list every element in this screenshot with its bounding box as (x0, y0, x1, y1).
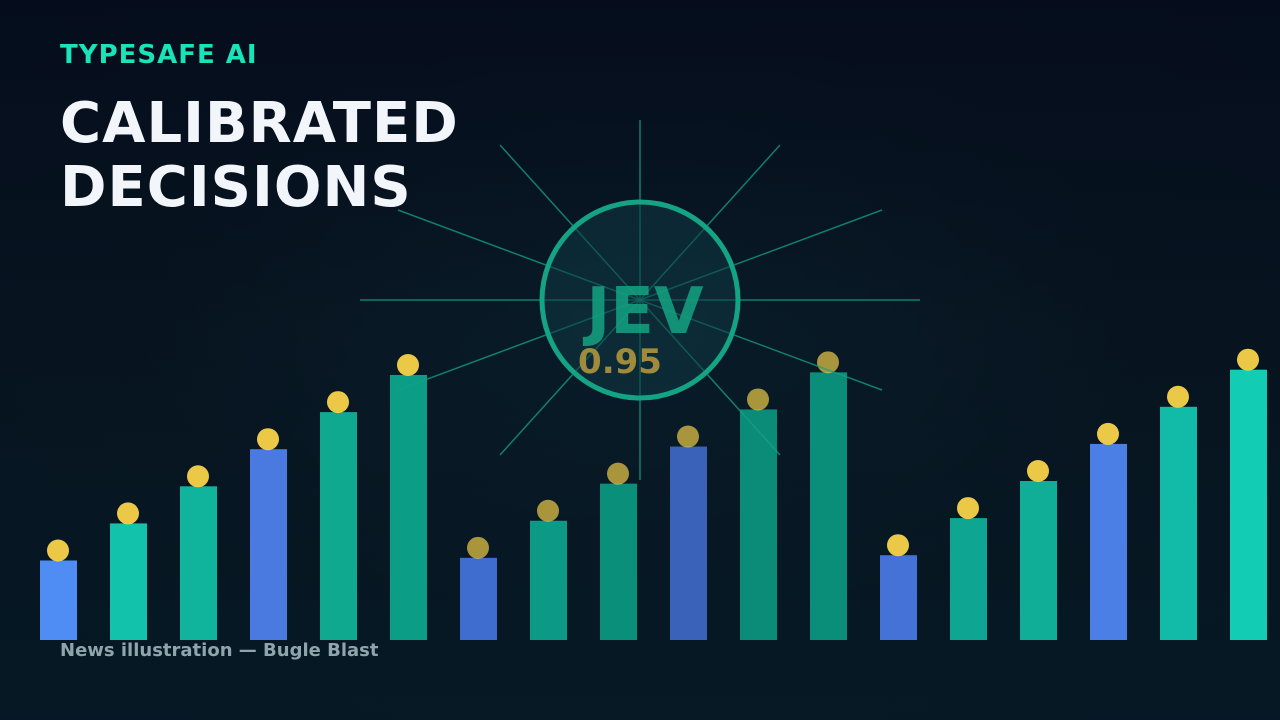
bar-dot (957, 497, 979, 520)
bar-dot (187, 465, 209, 488)
bar (250, 449, 287, 640)
bar (390, 375, 427, 640)
bar-dot (1027, 460, 1049, 482)
bar (1020, 481, 1057, 640)
bar (740, 409, 777, 640)
bar (1160, 406, 1197, 640)
bar-dot (1097, 422, 1119, 445)
bar-dot (607, 462, 629, 485)
bar-dot (397, 354, 419, 376)
headline: CALIBRATED DECISIONS (60, 92, 459, 220)
bar (880, 555, 917, 640)
bar-dot (47, 539, 69, 562)
bar (460, 557, 497, 640)
headline-line-1: CALIBRATED (60, 91, 459, 156)
bar (110, 523, 147, 640)
brand-name: TYPESAFE AI (60, 40, 258, 70)
bar-dot (257, 428, 279, 451)
bar (1230, 369, 1267, 640)
bar (180, 486, 217, 640)
bar-dot (1237, 348, 1259, 371)
bar-dot (887, 534, 909, 557)
bar-dot (537, 499, 559, 522)
bar-dot (327, 391, 349, 414)
bar (320, 412, 357, 640)
badge-value: 0.95 (578, 342, 662, 382)
bar (670, 446, 707, 640)
bar (950, 518, 987, 640)
bar (810, 372, 847, 640)
bar-dot (1167, 385, 1189, 408)
badge-label: JEV (582, 275, 704, 349)
bar-dot (467, 536, 489, 559)
bar-group (40, 348, 1267, 640)
bar (40, 560, 77, 640)
caption: News illustration — Bugle Blast (60, 640, 379, 661)
bar-dot (117, 502, 139, 525)
bar-dot (677, 425, 699, 448)
bar-dot (747, 388, 769, 411)
badge-ring (539, 199, 741, 401)
bar (530, 520, 567, 640)
bar (600, 483, 637, 640)
bar (1090, 443, 1127, 640)
headline-line-2: DECISIONS (60, 155, 412, 220)
